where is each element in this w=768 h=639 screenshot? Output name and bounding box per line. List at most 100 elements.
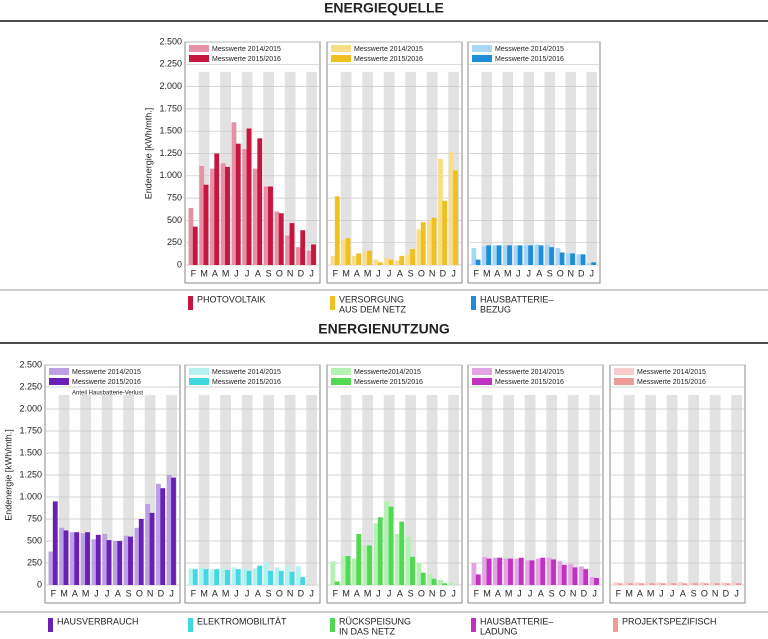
column-stripe xyxy=(198,395,210,585)
x-tick-label: M xyxy=(364,268,372,278)
bar xyxy=(330,256,336,265)
bar xyxy=(311,244,316,265)
bar xyxy=(300,230,306,265)
bar xyxy=(416,563,422,585)
legend-label: Messwerte 2015/2016 xyxy=(212,56,281,63)
bar xyxy=(171,477,176,585)
bar xyxy=(555,248,561,265)
caption-swatch xyxy=(471,296,476,310)
legend-swatch xyxy=(472,55,492,62)
column-stripe xyxy=(448,395,459,585)
bar xyxy=(568,563,574,585)
y-tick-label: 1.750 xyxy=(159,103,182,113)
bar xyxy=(482,246,487,265)
x-tick-label: N xyxy=(287,268,294,278)
bar xyxy=(486,558,492,585)
bar xyxy=(545,244,550,265)
bar xyxy=(660,583,666,585)
bar xyxy=(448,151,454,265)
legend-label: Messwerte 2014/2015 xyxy=(354,46,423,53)
bar xyxy=(699,582,705,585)
column-stripe xyxy=(481,395,493,585)
y-tick-label: 1.750 xyxy=(19,425,42,435)
bar xyxy=(134,527,140,585)
bar xyxy=(572,567,578,585)
y-tick-label: 500 xyxy=(167,215,182,225)
bar xyxy=(583,569,589,585)
bar xyxy=(731,582,737,585)
x-tick-label: S xyxy=(408,588,414,598)
bar xyxy=(356,253,362,265)
x-tick-label: N xyxy=(287,588,294,598)
legend-swatch xyxy=(472,45,492,52)
bar xyxy=(345,238,351,265)
x-tick-label: M xyxy=(505,588,513,598)
bar xyxy=(431,217,437,265)
y-tick-label: 2.500 xyxy=(19,359,42,369)
legend-swatch xyxy=(49,378,69,385)
x-tick-label: A xyxy=(212,588,218,598)
bar xyxy=(231,567,237,585)
column-stripe xyxy=(544,72,555,265)
caption-swatch xyxy=(330,618,335,632)
x-tick-label: J xyxy=(387,588,392,598)
bar xyxy=(95,534,101,585)
bar xyxy=(289,571,295,585)
bar xyxy=(405,536,411,585)
column-stripe xyxy=(426,72,438,265)
y-tick-label: 750 xyxy=(27,513,42,523)
legend-label: Messwerte 2014/2015 xyxy=(495,369,564,376)
bar xyxy=(235,569,241,585)
bar xyxy=(399,521,405,585)
x-tick-label: A xyxy=(680,588,686,598)
section-title: ENERGIENUTZUNG xyxy=(318,321,450,337)
x-tick-label: O xyxy=(701,588,708,598)
bar xyxy=(285,235,291,265)
bar xyxy=(91,539,97,585)
column-stripe xyxy=(340,72,352,265)
bar xyxy=(242,568,248,585)
legend-swatch xyxy=(614,368,634,375)
bar xyxy=(617,583,623,585)
bar xyxy=(242,149,248,265)
legend-label: Messwerte 2015/2016 xyxy=(354,56,423,63)
bar xyxy=(330,561,336,585)
bar xyxy=(231,122,237,265)
bar xyxy=(580,254,586,265)
y-axis-label: Endenergie [kWh/mth.] xyxy=(143,108,153,200)
x-tick-label: J xyxy=(659,588,664,598)
bar xyxy=(306,250,312,265)
x-tick-label: A xyxy=(397,588,403,598)
bar xyxy=(145,504,151,585)
bar xyxy=(113,541,118,585)
bar xyxy=(257,565,263,585)
caption: RÜCKSPEISUNG xyxy=(339,616,411,626)
bar xyxy=(341,555,347,585)
bar xyxy=(561,564,567,585)
y-tick-label: 2.500 xyxy=(159,36,182,46)
legend-swatch xyxy=(614,378,634,385)
bar xyxy=(438,158,443,265)
bar xyxy=(497,557,503,585)
x-tick-label: F xyxy=(333,268,339,278)
x-tick-label: S xyxy=(266,268,272,278)
bar xyxy=(410,248,415,265)
bar xyxy=(667,582,673,585)
x-tick-label: A xyxy=(494,268,500,278)
column-stripe xyxy=(241,395,253,585)
x-tick-label: M xyxy=(364,588,372,598)
bar xyxy=(503,558,509,585)
bar xyxy=(736,583,741,585)
bar xyxy=(475,574,481,585)
bar xyxy=(431,578,437,585)
bar xyxy=(671,583,677,585)
caption: PHOTOVOLTAIK xyxy=(197,294,266,304)
bar xyxy=(693,583,698,585)
bar xyxy=(656,582,662,585)
bar xyxy=(388,259,394,265)
bar xyxy=(507,245,512,265)
bar xyxy=(296,566,301,585)
x-tick-label: M xyxy=(483,268,491,278)
bar xyxy=(517,245,523,265)
y-tick-label: 1.000 xyxy=(19,491,42,501)
